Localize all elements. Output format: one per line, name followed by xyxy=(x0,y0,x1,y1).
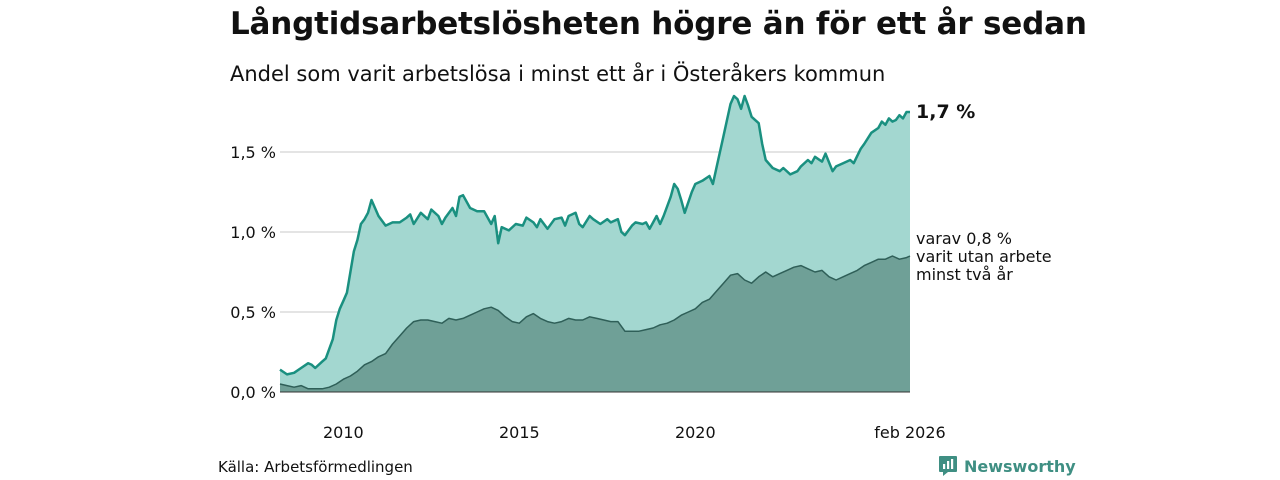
chart-subtitle: Andel som varit arbetslösa i minst ett å… xyxy=(230,62,886,86)
chart-title: Långtidsarbetslösheten högre än för ett … xyxy=(230,6,1087,42)
brand-name: Newsworthy xyxy=(964,456,1076,476)
series-line-minst-ett-ar xyxy=(279,94,910,376)
bar-chart-icon xyxy=(939,456,957,476)
end-label-line-3: minst två år xyxy=(916,265,1013,284)
y-tick-label: 0,0 % xyxy=(230,383,276,402)
x-tick-label: 2015 xyxy=(499,423,540,442)
brand-logo: Newsworthy xyxy=(938,455,1076,477)
series-end-label-minst-ett-ar: 1,7 % xyxy=(916,101,975,123)
source-note: Källa: Arbetsförmedlingen xyxy=(218,458,413,476)
x-tick-label: 2010 xyxy=(323,423,364,442)
x-tick-label: feb 2026 xyxy=(874,423,945,442)
series-end-label-minst-tva-ar: varav 0,8 % varit utan arbete minst två … xyxy=(916,229,1057,284)
area-chart: 0,0 % 0,5 % 1,0 % 1,5 % 2010 2015 2020 feb 202… xyxy=(230,94,1057,442)
x-axis-ticks: 2010 2015 2020 feb 2026 xyxy=(323,423,946,442)
y-tick-label: 1,0 % xyxy=(230,223,276,242)
x-tick-label: 2020 xyxy=(675,423,716,442)
y-axis-ticks: 0,0 % 0,5 % 1,0 % 1,5 % xyxy=(230,143,276,402)
series-area-minst-tva-ar xyxy=(280,256,910,392)
end-label-line-2: varit utan arbete xyxy=(916,247,1052,266)
y-tick-label: 0,5 % xyxy=(230,303,276,322)
y-tick-label: 1,5 % xyxy=(230,143,276,162)
end-label-line-1: varav 0,8 % xyxy=(916,229,1012,248)
series-line-minst-tva-ar xyxy=(279,255,911,390)
